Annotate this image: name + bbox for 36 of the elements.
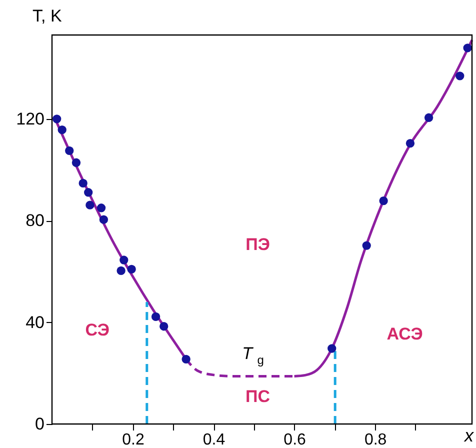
y-axis-title: T, K: [32, 6, 62, 26]
x-tick-label: 0.4: [202, 432, 226, 448]
point: [127, 264, 136, 274]
point: [463, 44, 472, 52]
x-tick-label: 0.6: [284, 432, 306, 448]
point: [72, 158, 81, 167]
annotation: АСЭ: [386, 324, 423, 344]
point: [99, 215, 108, 224]
annotation: ПЭ: [246, 235, 270, 254]
point: [182, 354, 190, 364]
point: [120, 256, 128, 264]
point: [151, 312, 160, 322]
point: [362, 241, 371, 250]
y-tick-label: 0: [35, 414, 44, 434]
y-tick-label: 120: [16, 109, 44, 128]
point: [65, 146, 74, 156]
x-tick-label: 0.2: [122, 432, 144, 448]
point: [84, 188, 93, 197]
point: [78, 178, 88, 188]
annotation: ПС: [246, 386, 270, 406]
point: [160, 322, 168, 331]
point: [86, 200, 94, 210]
point: [116, 266, 126, 276]
point: [58, 126, 66, 134]
y-tick-label: 80: [26, 211, 44, 230]
point: [456, 72, 464, 80]
point: [328, 344, 336, 353]
point: [96, 204, 106, 212]
point: [424, 113, 434, 122]
point: [406, 138, 415, 148]
y-tick-label: 40: [26, 312, 44, 332]
point: [379, 196, 388, 206]
point: [52, 114, 62, 124]
annotation: СЭ: [85, 320, 110, 340]
x-axis-title: x: [464, 426, 474, 446]
x-tick-label: 0.8: [364, 432, 387, 448]
